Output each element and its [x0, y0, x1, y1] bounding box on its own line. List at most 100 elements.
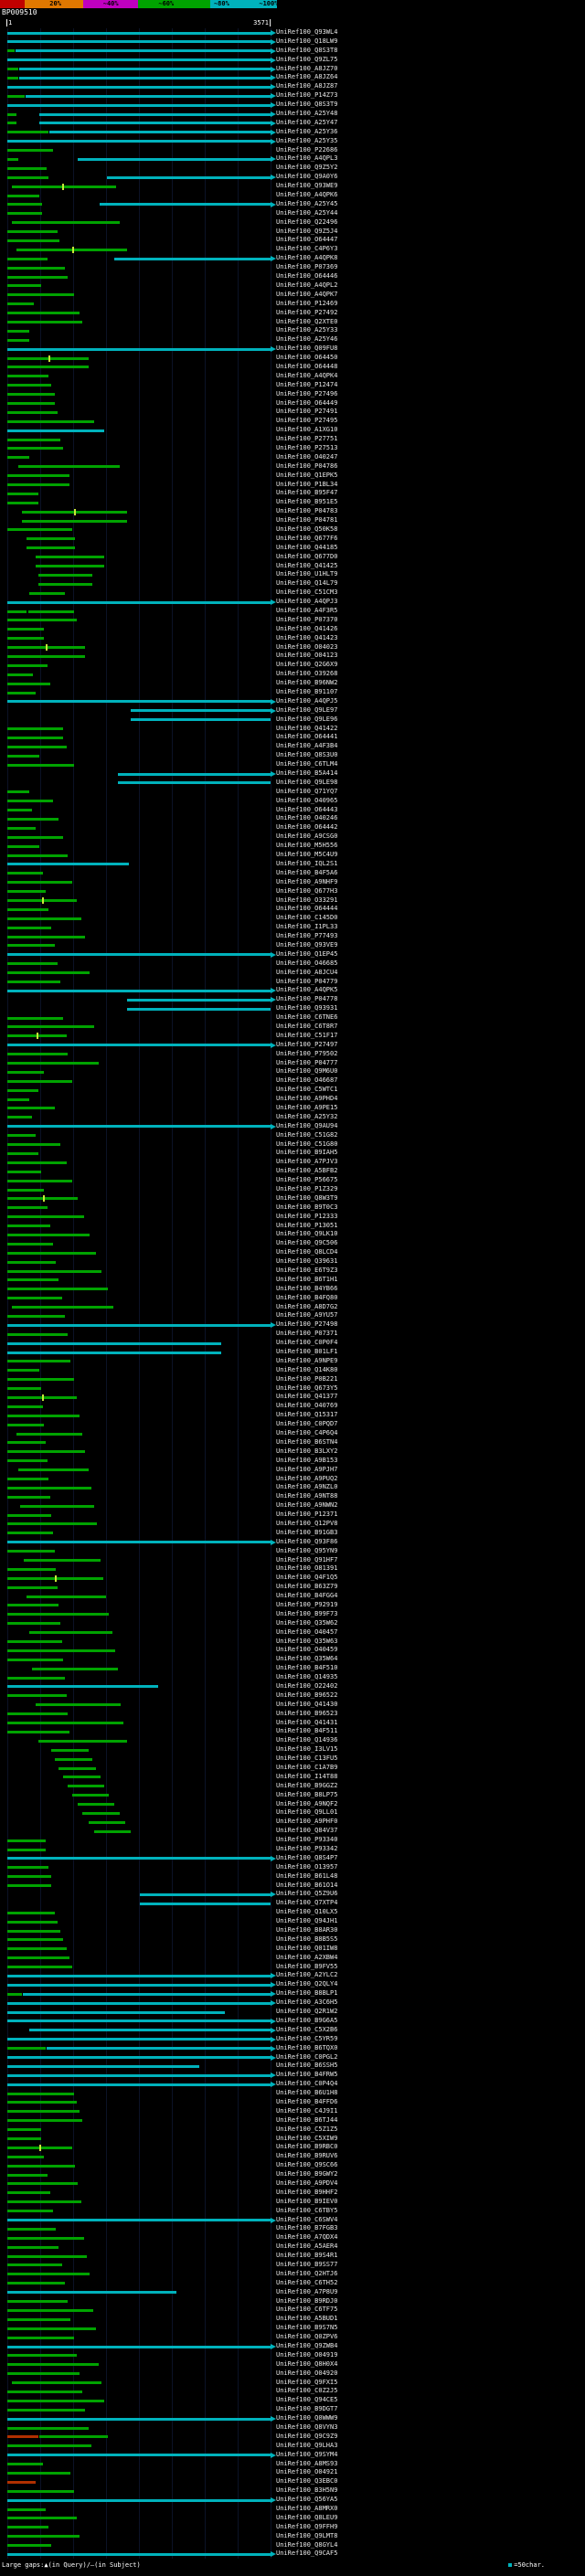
hit-label[interactable]: UniRef100_B96NW2	[276, 679, 338, 687]
hit-label[interactable]: UniRef100_P04783	[276, 507, 338, 515]
hit-label[interactable]: UniRef100_Q8S3T9	[276, 101, 338, 109]
hit-bar[interactable]	[7, 944, 55, 948]
hit-label[interactable]: UniRef100_Q9LHA3	[276, 2441, 338, 2449]
hit-label[interactable]: UniRef100_Q9C9Z9	[276, 2432, 338, 2440]
hit-label[interactable]: UniRef100_B6TJ44	[276, 2115, 338, 2124]
hit-bar[interactable]	[7, 2056, 271, 2059]
hit-label[interactable]: UniRef100_P04781	[276, 516, 338, 525]
hit-bar[interactable]	[28, 610, 74, 613]
hit-label[interactable]: UniRef100_Q2XTE0	[276, 317, 338, 325]
hit-label[interactable]: UniRef100_B4FGG4	[276, 1592, 338, 1600]
hit-label[interactable]: UniRef100_A4QPK8	[276, 254, 338, 262]
hit-label[interactable]: UniRef100_B63Z79	[276, 1583, 338, 1591]
hit-bar[interactable]	[7, 2354, 77, 2358]
hit-bar[interactable]	[7, 1405, 43, 1408]
hit-bar[interactable]	[7, 2345, 271, 2348]
hit-bar[interactable]	[7, 1387, 42, 1391]
hit-bar[interactable]	[7, 2308, 93, 2312]
hit-bar[interactable]	[29, 591, 65, 595]
hit-label[interactable]: UniRef100_O81391	[276, 1564, 338, 1573]
hit-bar[interactable]	[7, 501, 38, 504]
hit-bar[interactable]	[7, 1297, 62, 1300]
hit-bar[interactable]	[20, 1504, 95, 1508]
hit-bar[interactable]	[7, 366, 89, 369]
hit-bar[interactable]	[7, 1260, 57, 1264]
hit-label[interactable]: UniRef100_A4QPL3	[276, 154, 338, 163]
hit-bar[interactable]	[7, 1170, 42, 1173]
hit-label[interactable]: UniRef100_B9S7N5	[276, 2324, 338, 2332]
hit-label[interactable]: UniRef100_P27495	[276, 417, 338, 425]
hit-bar[interactable]	[7, 1459, 48, 1463]
hit-bar[interactable]	[7, 2317, 71, 2321]
hit-bar[interactable]	[7, 1730, 69, 1733]
hit-label[interactable]: UniRef100_Q94CE5	[276, 2396, 338, 2404]
hit-bar[interactable]	[63, 1776, 101, 1779]
hit-bar[interactable]	[7, 1143, 61, 1147]
hit-label[interactable]: UniRef100_C0PQD7	[276, 1420, 338, 1428]
hit-bar[interactable]	[15, 49, 271, 53]
hit-label[interactable]: UniRef100_Q8LEU9	[276, 2513, 338, 2521]
hit-bar[interactable]	[7, 1233, 90, 1236]
hit-label[interactable]: UniRef100_B9DGT7	[276, 2405, 338, 2413]
hit-bar[interactable]	[7, 474, 69, 478]
hit-bar[interactable]	[7, 275, 69, 279]
hit-bar[interactable]	[7, 1070, 45, 1074]
hit-bar[interactable]	[7, 1224, 50, 1228]
hit-bar[interactable]	[7, 600, 271, 604]
hit-label[interactable]: UniRef100_B951E5	[276, 498, 338, 506]
hit-label[interactable]: UniRef100_O64446	[276, 272, 338, 281]
hit-bar[interactable]	[113, 257, 271, 260]
hit-bar[interactable]	[7, 293, 74, 297]
hit-bar[interactable]	[51, 1748, 89, 1752]
hit-bar[interactable]	[7, 112, 17, 116]
hit-bar[interactable]	[7, 122, 17, 125]
hit-bar[interactable]	[32, 1667, 118, 1670]
hit-bar[interactable]	[7, 2227, 57, 2231]
hit-label[interactable]: UniRef100_B9S4R1	[276, 2252, 338, 2260]
hit-bar[interactable]	[117, 772, 271, 776]
hit-bar[interactable]	[7, 356, 89, 360]
hit-bar[interactable]	[38, 122, 271, 125]
hit-label[interactable]: UniRef100_B4F510	[276, 1664, 338, 1672]
hit-label[interactable]: UniRef100_A2YLC2	[276, 1971, 338, 1979]
hit-bar[interactable]	[7, 745, 67, 748]
hit-bar[interactable]	[7, 1369, 40, 1373]
hit-label[interactable]: UniRef100_B96522	[276, 1691, 338, 1699]
hit-bar[interactable]	[82, 1811, 120, 1815]
hit-bar[interactable]	[7, 1288, 108, 1291]
hit-label[interactable]: UniRef100_C4J9I1	[276, 2106, 338, 2115]
hit-label[interactable]: UniRef100_A4QPK6	[276, 191, 338, 199]
hit-label[interactable]: UniRef100_O04920	[276, 2369, 338, 2377]
hit-bar[interactable]	[7, 1450, 86, 1454]
hit-label[interactable]: UniRef100_B9FV55	[276, 1962, 338, 1970]
hit-bar[interactable]	[7, 2535, 80, 2539]
hit-label[interactable]: UniRef100_Q8W3T9	[276, 1193, 338, 1202]
hit-label[interactable]: UniRef100_Q9ZL75	[276, 55, 338, 63]
hit-label[interactable]: UniRef100_A25Y36	[276, 127, 338, 135]
hit-bar[interactable]	[7, 1613, 110, 1617]
hit-label[interactable]: UniRef100_P92919	[276, 1600, 338, 1608]
hit-label[interactable]: UniRef100_Q12PV8	[276, 1519, 338, 1527]
hit-label[interactable]: UniRef100_Q22496	[276, 217, 338, 226]
hit-label[interactable]: UniRef100_A9NPE9	[276, 1356, 338, 1364]
hit-label[interactable]: UniRef100_Q677H3	[276, 886, 338, 895]
hit-bar[interactable]	[7, 410, 58, 414]
hit-bar[interactable]	[7, 2363, 99, 2367]
hit-bar[interactable]	[7, 1016, 64, 1020]
hit-label[interactable]: UniRef100_Q8GYL4	[276, 2540, 338, 2549]
hit-bar[interactable]	[7, 1179, 72, 1182]
hit-label[interactable]: UniRef100_B96523	[276, 1709, 338, 1717]
hit-label[interactable]: UniRef100_B6STN4	[276, 1437, 338, 1446]
hit-label[interactable]: UniRef100_O46685	[276, 959, 338, 967]
hit-label[interactable]: UniRef100_P04779	[276, 977, 338, 985]
hit-bar[interactable]	[7, 2454, 271, 2457]
hit-label[interactable]: UniRef100_O46687	[276, 1076, 338, 1085]
hit-bar[interactable]	[7, 1884, 52, 1888]
hit-bar[interactable]	[7, 2254, 88, 2258]
hit-label[interactable]: UniRef100_Q9LE96	[276, 715, 338, 723]
hit-bar[interactable]	[7, 1866, 49, 1870]
hit-label[interactable]: UniRef100_B8LP75	[276, 1790, 338, 1798]
hit-label[interactable]: UniRef100_P27491	[276, 408, 338, 416]
hit-label[interactable]: UniRef100_B6U1H8	[276, 2089, 338, 2097]
hit-label[interactable]: UniRef100_Q9C506	[276, 1239, 338, 1247]
